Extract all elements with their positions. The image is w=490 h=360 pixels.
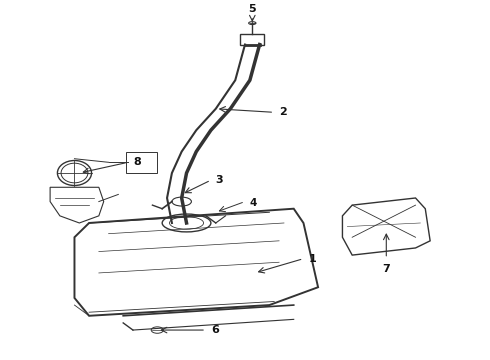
Text: 8: 8 (133, 157, 141, 167)
Text: 2: 2 (279, 107, 287, 117)
Text: 3: 3 (216, 175, 223, 185)
Text: 6: 6 (211, 325, 219, 335)
Text: 4: 4 (250, 198, 257, 208)
Text: 1: 1 (308, 254, 316, 264)
Text: 7: 7 (382, 264, 390, 274)
Text: 5: 5 (248, 4, 256, 14)
